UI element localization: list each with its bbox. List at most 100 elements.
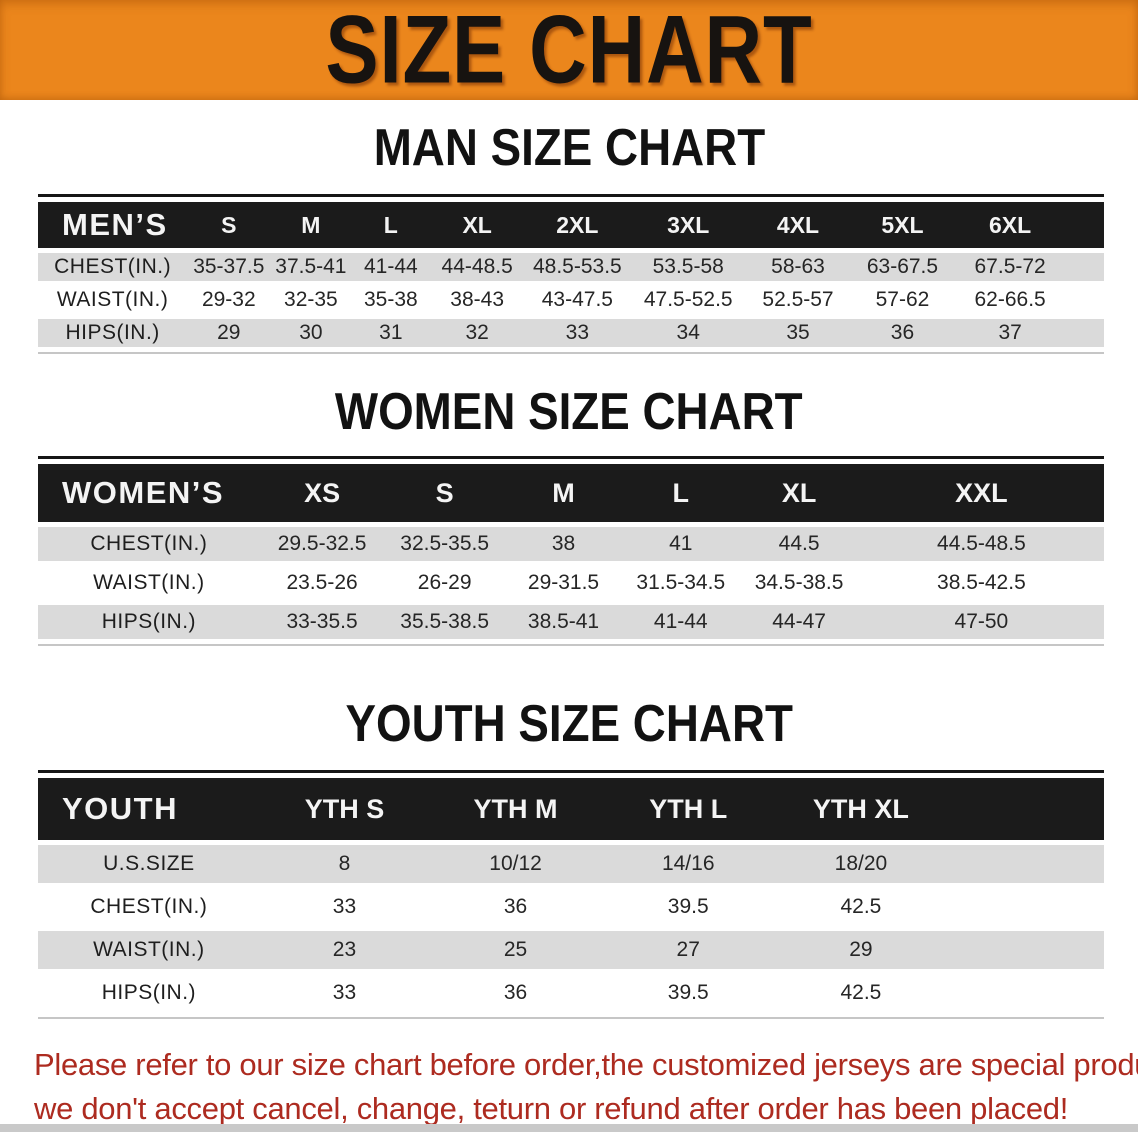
size-value: 33 (259, 974, 430, 1012)
youth-size-table: YOUTH YTH S YTH M YTH L YTH XL U.S.SIZE … (38, 770, 1104, 1019)
size-value: 42.5 (774, 888, 948, 926)
table-row: WAIST(IN.) 23.5-26 26-29 29-31.5 31.5-34… (38, 566, 1104, 600)
size-value: 32 (430, 319, 525, 347)
size-value: 35 (745, 319, 851, 347)
size-value: 31 (351, 319, 431, 347)
spacer-cell (947, 888, 1104, 926)
column-header: XL (739, 464, 859, 522)
size-value: 29-32 (187, 286, 271, 314)
youth-section-heading: YOUTH SIZE CHART (0, 698, 1138, 750)
size-value: 41-44 (622, 605, 740, 639)
table-row: WAIST(IN.) 23 25 27 29 (38, 931, 1104, 969)
size-value: 29.5-32.5 (259, 527, 385, 561)
size-value: 39.5 (601, 974, 775, 1012)
row-label: U.S.SIZE (38, 845, 260, 883)
size-value: 10/12 (429, 845, 602, 883)
size-value: 38.5-41 (504, 605, 623, 639)
column-header: XL (430, 202, 525, 248)
row-label: HIPS(IN.) (38, 319, 188, 347)
spacer-cell (1065, 202, 1104, 248)
row-label: WAIST(IN.) (38, 286, 188, 314)
table-row: WAIST(IN.) 29-32 32-35 35-38 38-43 43-47… (38, 286, 1104, 314)
row-label: WAIST(IN.) (38, 931, 260, 969)
women-section-heading-text: WOMEN SIZE CHART (335, 383, 803, 441)
size-value: 67.5-72 (954, 253, 1066, 281)
spacer-cell (947, 778, 1104, 840)
size-value: 30 (270, 319, 352, 347)
size-value: 18/20 (774, 845, 948, 883)
size-value: 48.5-53.5 (524, 253, 631, 281)
table-row: HIPS(IN.) 29 30 31 32 33 34 35 36 37 (38, 319, 1104, 347)
size-value: 47-50 (858, 605, 1104, 639)
column-header: 5XL (850, 202, 955, 248)
column-header: 4XL (745, 202, 851, 248)
size-value: 38-43 (430, 286, 525, 314)
spacer-cell (947, 845, 1104, 883)
womens-header-row: WOMEN’S XS S M L XL XXL (38, 464, 1104, 522)
page-title: SIZE CHART (325, 0, 813, 104)
size-value: 29 (774, 931, 948, 969)
size-value: 41 (622, 527, 740, 561)
size-value: 37 (954, 319, 1066, 347)
size-value: 37.5-41 (270, 253, 352, 281)
size-value: 35.5-38.5 (384, 605, 505, 639)
column-header: M (270, 202, 352, 248)
banner: SIZE CHART (0, 0, 1138, 100)
size-value: 25 (429, 931, 602, 969)
size-value: 62-66.5 (954, 286, 1066, 314)
column-header: M (504, 464, 623, 522)
size-value: 32-35 (270, 286, 352, 314)
size-value: 38.5-42.5 (858, 566, 1104, 600)
spacer-cell (947, 974, 1104, 1012)
size-value: 39.5 (601, 888, 775, 926)
size-value: 32.5-35.5 (384, 527, 505, 561)
size-value: 52.5-57 (745, 286, 851, 314)
size-value: 44-48.5 (430, 253, 525, 281)
size-value: 58-63 (745, 253, 851, 281)
size-value: 27 (601, 931, 775, 969)
table-row: CHEST(IN.) 29.5-32.5 32.5-35.5 38 41 44.… (38, 527, 1104, 561)
size-value: 33-35.5 (259, 605, 385, 639)
womens-size-table: WOMEN’S XS S M L XL XXL CHEST(IN.) 29.5-… (38, 456, 1104, 646)
column-header: 6XL (954, 202, 1066, 248)
size-value: 43-47.5 (524, 286, 631, 314)
size-value: 38 (504, 527, 623, 561)
column-header: YTH M (429, 778, 602, 840)
size-value: 33 (259, 888, 430, 926)
youth-group-label: YOUTH (38, 778, 260, 840)
table-row: CHEST(IN.) 33 36 39.5 42.5 (38, 888, 1104, 926)
column-header: L (622, 464, 740, 522)
column-header: YTH L (601, 778, 775, 840)
column-header: L (351, 202, 431, 248)
man-section-heading-text: MAN SIZE CHART (373, 119, 765, 177)
bottom-divider (0, 1124, 1138, 1132)
policy-line-2: we don't accept cancel, change, teturn o… (34, 1091, 1069, 1126)
size-value: 35-37.5 (187, 253, 271, 281)
table-row: U.S.SIZE 8 10/12 14/16 18/20 (38, 845, 1104, 883)
table-row: HIPS(IN.) 33-35.5 35.5-38.5 38.5-41 41-4… (38, 605, 1104, 639)
size-value: 29-31.5 (504, 566, 623, 600)
size-value: 44.5-48.5 (858, 527, 1104, 561)
womens-group-label: WOMEN’S (38, 464, 260, 522)
mens-header-row: MEN’S S M L XL 2XL 3XL 4XL 5XL 6XL (38, 202, 1104, 248)
size-value: 44-47 (739, 605, 859, 639)
youth-header-row: YOUTH YTH S YTH M YTH L YTH XL (38, 778, 1104, 840)
spacer-cell (1065, 286, 1104, 314)
column-header: YTH XL (774, 778, 948, 840)
women-section-heading: WOMEN SIZE CHART (0, 386, 1138, 438)
youth-section-heading-text: YOUTH SIZE CHART (345, 695, 793, 753)
column-header: XXL (858, 464, 1104, 522)
table-row: CHEST(IN.) 35-37.5 37.5-41 41-44 44-48.5… (38, 253, 1104, 281)
spacer-cell (1065, 253, 1104, 281)
size-value: 44.5 (739, 527, 859, 561)
spacer-cell (947, 931, 1104, 969)
row-label: HIPS(IN.) (38, 974, 260, 1012)
column-header: 2XL (524, 202, 631, 248)
column-header: 3XL (630, 202, 746, 248)
column-header: XS (259, 464, 385, 522)
size-value: 8 (259, 845, 430, 883)
column-header: YTH S (259, 778, 430, 840)
row-label: HIPS(IN.) (38, 605, 260, 639)
size-value: 57-62 (850, 286, 955, 314)
size-value: 53.5-58 (630, 253, 746, 281)
